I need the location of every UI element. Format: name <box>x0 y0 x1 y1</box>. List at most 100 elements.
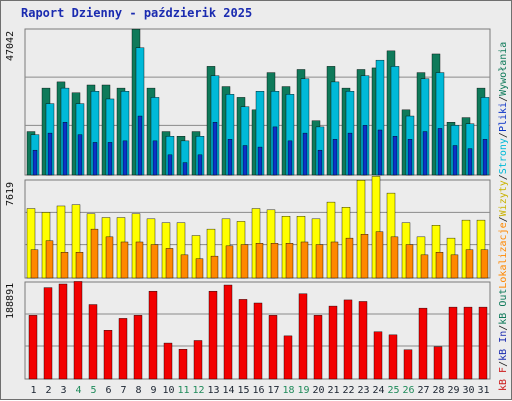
day-label: 11 <box>177 385 189 396</box>
day-label: 10 <box>162 385 174 396</box>
sites-bar <box>180 254 189 279</box>
sites-bar <box>435 252 444 279</box>
day-label: 30 <box>462 385 474 396</box>
pages-bar <box>452 145 458 176</box>
kbf-bar <box>88 304 98 380</box>
sites-bar <box>105 236 114 279</box>
pages-bar <box>377 129 383 176</box>
day-label: 25 <box>387 385 399 396</box>
legend-item: / <box>498 325 509 331</box>
top-ymax-label: 47042 <box>5 31 16 61</box>
legend-item: Strony <box>498 138 509 174</box>
pages-bar <box>212 122 218 176</box>
kbf-bar <box>418 307 428 380</box>
pages-bar <box>197 154 203 176</box>
kbf-bar <box>103 330 113 380</box>
day-label: 16 <box>252 385 264 396</box>
pages-bar <box>167 154 173 176</box>
sites-bar <box>285 243 294 279</box>
sites-bar <box>30 249 39 279</box>
pages-bar <box>302 132 308 176</box>
kbf-bar <box>253 302 263 380</box>
page-title: Raport Dzienny - paździerik 2025 <box>21 6 253 20</box>
pages-bar <box>152 140 158 176</box>
kbf-bar <box>478 306 488 380</box>
sites-bar <box>270 243 279 279</box>
pages-bar <box>137 115 143 176</box>
legend-item: / <box>498 132 509 138</box>
sites-bar <box>210 255 219 279</box>
day-label: 18 <box>282 385 294 396</box>
day-label: 1 <box>30 385 36 396</box>
kbf-bar <box>223 284 233 380</box>
pages-bar <box>92 142 98 176</box>
kbf-bar <box>328 305 338 380</box>
pages-bar <box>122 140 128 176</box>
legend-item: kB F <box>498 367 509 391</box>
day-label: 5 <box>90 385 96 396</box>
kbf-bar <box>73 281 83 380</box>
pages-bar <box>437 128 443 176</box>
kbf-bar <box>238 299 248 380</box>
kbf-bar <box>133 315 143 380</box>
pages-bar <box>107 142 113 176</box>
legend-item: kB Out <box>498 289 509 325</box>
day-label: 2 <box>45 385 51 396</box>
day-label: 26 <box>402 385 414 396</box>
sites-bar <box>165 248 174 279</box>
day-label: 9 <box>150 385 156 396</box>
kbf-bar <box>118 318 128 380</box>
day-label: 24 <box>372 385 384 396</box>
day-label: 4 <box>75 385 81 396</box>
pages-bar <box>467 148 473 176</box>
kbf-bar <box>313 315 323 380</box>
sites-bar <box>240 244 249 279</box>
day-label: 27 <box>417 385 429 396</box>
pages-bar <box>332 139 338 176</box>
day-label: 6 <box>105 385 111 396</box>
legend-item: / <box>498 361 509 367</box>
sites-bar <box>135 241 144 279</box>
kbf-bar <box>298 293 308 380</box>
legend-item: / <box>498 96 509 102</box>
legend-item: Pliki <box>498 102 509 132</box>
sites-bar <box>225 245 234 279</box>
day-label: 8 <box>135 385 141 396</box>
sites-bar <box>60 252 69 279</box>
sites-bar <box>465 249 474 279</box>
sites-bar <box>420 254 429 279</box>
day-label: 3 <box>60 385 66 396</box>
day-label: 28 <box>432 385 444 396</box>
pages-bar <box>77 134 83 176</box>
kbf-bar <box>148 290 158 380</box>
sites-bar <box>450 254 459 279</box>
day-label: 23 <box>357 385 369 396</box>
pages-bar <box>32 149 38 176</box>
sites-bar <box>45 240 54 279</box>
pages-bar <box>362 125 368 176</box>
pages-bar <box>242 145 248 176</box>
sites-bar <box>480 249 489 279</box>
pages-bar <box>257 146 263 176</box>
kbf-bar <box>193 340 203 380</box>
day-label: 14 <box>222 385 234 396</box>
pages-bar <box>62 122 68 176</box>
kbf-bar <box>268 315 278 380</box>
pages-bar <box>407 139 413 176</box>
kbf-bar <box>343 299 353 380</box>
legend-item: / <box>498 216 509 222</box>
pages-bar <box>182 162 188 176</box>
day-label: 22 <box>342 385 354 396</box>
legend-item: Wizyty <box>498 180 509 216</box>
day-label: 29 <box>447 385 459 396</box>
sites-bar <box>345 237 354 279</box>
day-label: 17 <box>267 385 279 396</box>
day-label: 12 <box>192 385 204 396</box>
kbf-bar <box>448 306 458 380</box>
sites-bar <box>315 244 324 279</box>
kbf-bar <box>58 283 68 380</box>
sites-bar <box>300 241 309 279</box>
legend-text: kB F/kB In/kB OutLokalizacje/Wizyty/Stro… <box>498 42 509 391</box>
day-label: 20 <box>312 385 324 396</box>
